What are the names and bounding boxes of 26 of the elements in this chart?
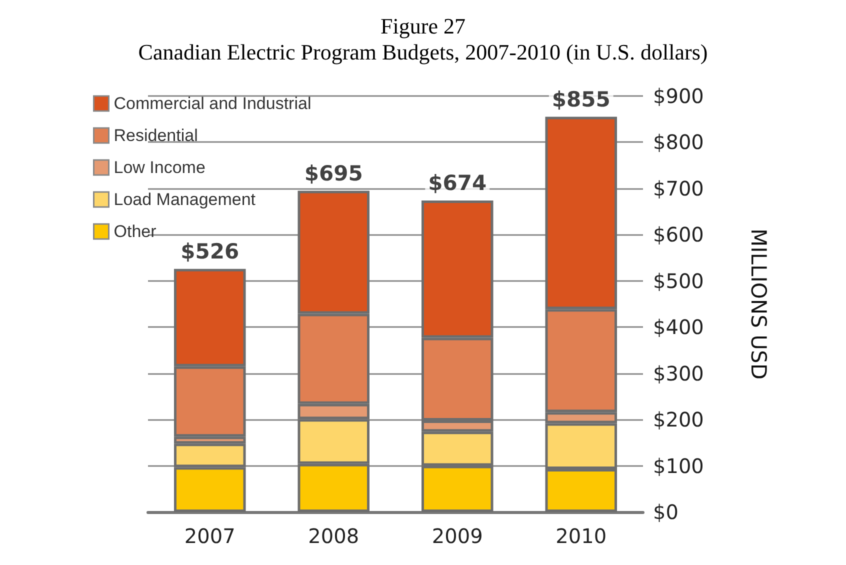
y-tick-label: $800 — [653, 130, 704, 154]
y-tick-label: $100 — [653, 454, 704, 478]
y-tick-label: $400 — [653, 315, 704, 340]
y-tick-label: $300 — [653, 361, 704, 386]
y-tick-label: $600 — [653, 222, 704, 247]
y-tick-label: $200 — [653, 408, 704, 432]
legend-label: Low Income — [114, 158, 206, 177]
total-label: $526 — [180, 239, 240, 264]
total-label: $855 — [552, 87, 610, 112]
y-tick-label: $700 — [653, 176, 704, 200]
x-tick-label: 2009 — [432, 524, 483, 548]
chart-subtitle: Canadian Electric Program Budgets, 2007-2010 (in U.S. dollars) — [138, 40, 708, 64]
total-label: $674 — [428, 170, 487, 195]
legend-label: Other — [114, 222, 157, 241]
chart-title: Figure 27 — [380, 14, 466, 38]
x-tick-label: 2008 — [308, 524, 360, 548]
legend-label: Residential — [114, 126, 198, 145]
x-tick-label: 2010 — [556, 524, 607, 548]
y-axis-title: MILLIONS USD — [746, 228, 770, 380]
legend-label: Commercial and Industrial — [114, 94, 312, 113]
total-label: $695 — [304, 161, 363, 186]
y-tick-label: $0 — [653, 500, 678, 524]
legend-label: Load Management — [114, 190, 256, 209]
y-tick-label: $900 — [653, 84, 704, 108]
x-tick-label: 2007 — [184, 524, 236, 548]
y-tick-label: $500 — [653, 268, 704, 293]
